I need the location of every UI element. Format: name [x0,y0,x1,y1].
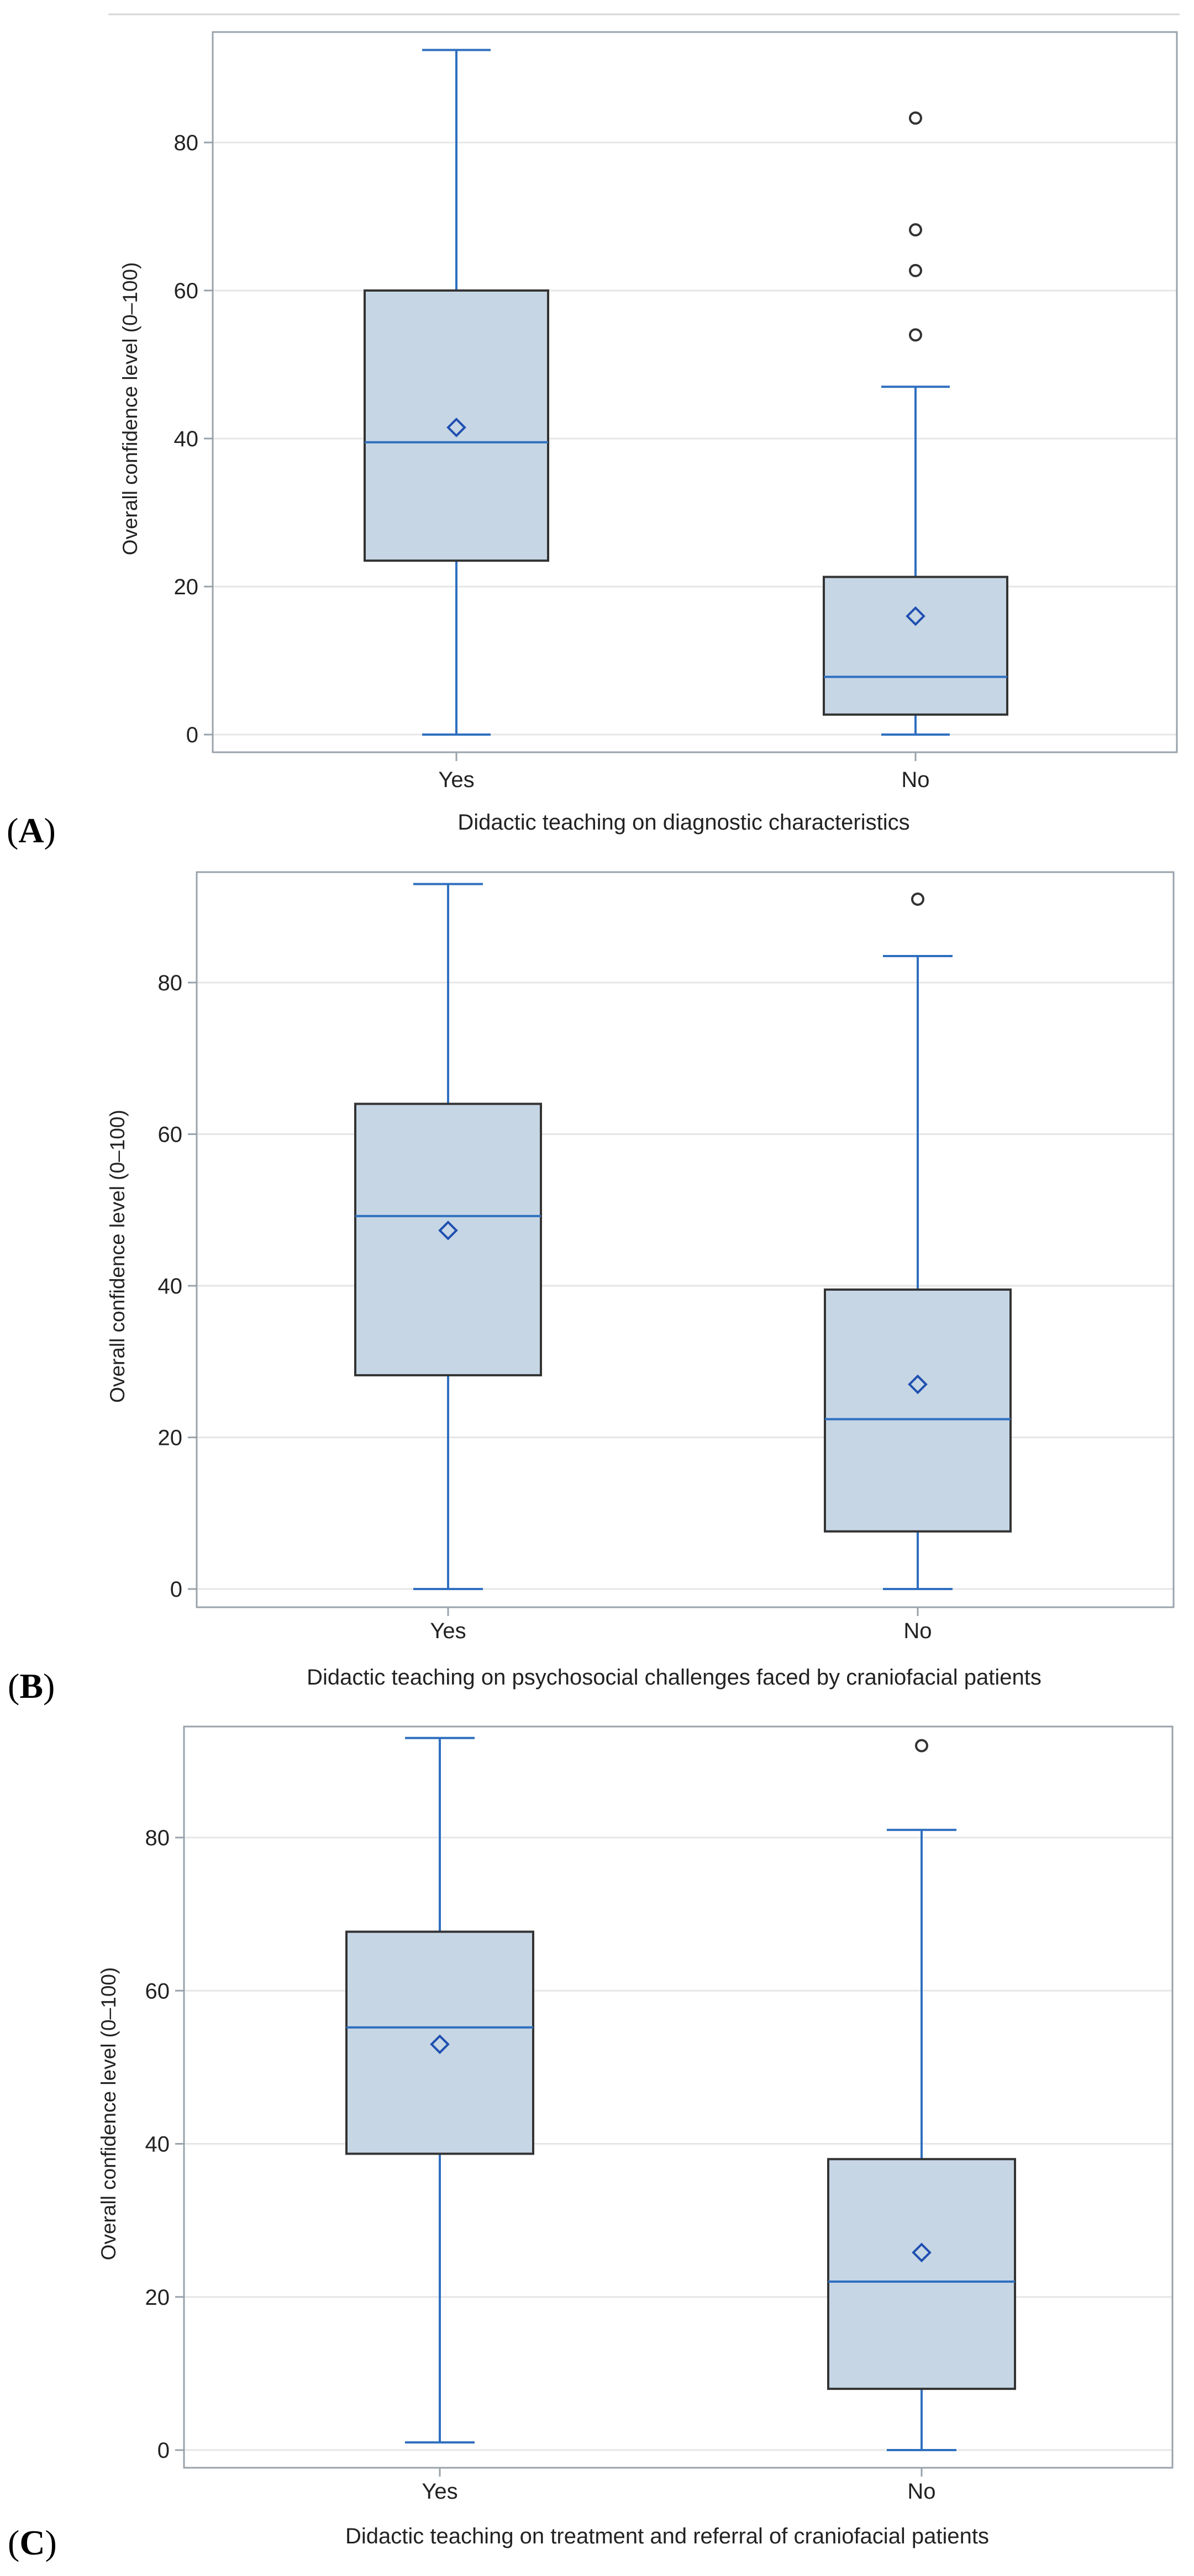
y-tick-label: 40 [158,1274,183,1298]
plot-frame [196,871,1175,1608]
iqr-box [364,289,549,562]
iqr-box [823,576,1008,716]
panel-label-letter: C [19,2523,45,2562]
mean-marker [430,2034,450,2055]
panel-label-open-paren: ( [8,1666,19,1706]
x-tick-label: No [901,768,929,792]
panel-label-open-paren: ( [8,2523,19,2562]
mean-marker [912,2242,932,2263]
panel-c: 0 20 40 60 80 Yes No Overall confidence level (… [8,1725,1174,2562]
box-group-no: No [827,1739,1016,2504]
y-tick-label: 60 [145,1979,170,2003]
box-group-yes: Yes [345,1736,534,2504]
panel-label: (A) [7,811,56,850]
outlier-point [915,1739,928,1752]
y-tick-label: 80 [158,971,183,995]
iqr-box [827,2158,1016,2390]
x-axis-label: Didactic teaching on psychosocial challe… [307,1665,1042,1690]
y-tick-label: 20 [174,575,199,599]
panel-label-close-paren: ) [43,1666,55,1706]
x-tick-label: No [907,2479,935,2504]
panel-label-letter: A [18,811,44,850]
panel-label-open-paren: ( [7,811,18,850]
mean-marker [446,418,466,437]
x-axis-label: Didactic teaching on diagnostic characte… [457,810,909,835]
iqr-box [345,1930,534,2155]
panel-b: 0 20 40 60 80 Yes No Overall confidence level (… [8,871,1175,1706]
y-axis-label: Overall confidence level (0–100) [119,262,141,556]
outlier-point [909,263,922,277]
x-tick-label: Yes [438,768,474,792]
panel-label-close-paren: ) [45,2523,57,2562]
y-tick-label: 80 [145,1826,170,1850]
y-tick-label: 60 [174,279,199,303]
x-tick-label: No [903,1619,932,1643]
panel-label-close-paren: ) [44,811,56,850]
y-tick-label: 0 [186,723,198,747]
y-tick-label: 80 [174,131,199,155]
y-tick-label: 40 [145,2132,170,2157]
x-tick-label: Yes [430,1619,466,1643]
outlier-point [909,111,922,125]
y-tick-label: 60 [158,1123,183,1147]
iqr-box [824,1288,1012,1533]
box-group-no: No [824,893,1012,1643]
y-tick-label: 0 [170,1577,182,1602]
y-tick-label: 20 [145,2285,170,2310]
y-tick-label: 20 [158,1426,183,1450]
plot-frame [183,1725,1174,2469]
outlier-point [909,223,922,237]
box-group-yes: Yes [364,49,549,792]
panel-label-letter: B [19,1666,43,1706]
y-axis-label: Overall confidence level (0–100) [97,1967,120,2261]
y-tick-label: 40 [174,427,199,451]
x-axis-label: Didactic teaching on treatment and refer… [345,2524,989,2548]
panel-label: (C) [8,2523,57,2562]
plot-frame [212,31,1178,753]
y-axis-label: Overall confidence level (0–100) [106,1110,129,1403]
panel-label: (B) [8,1666,55,1706]
x-tick-label: Yes [422,2479,457,2504]
box-group-yes: Yes [354,883,542,1643]
outlier-point [909,328,922,342]
y-tick-label: 0 [157,2438,170,2463]
mean-marker [908,1374,928,1395]
mean-marker [438,1220,458,1241]
outlier-point [911,893,924,906]
box-group-no: No [823,111,1008,792]
panel-a: 0 20 40 60 80 Yes No Overall confidence level (… [7,31,1178,850]
mean-marker [906,606,925,626]
